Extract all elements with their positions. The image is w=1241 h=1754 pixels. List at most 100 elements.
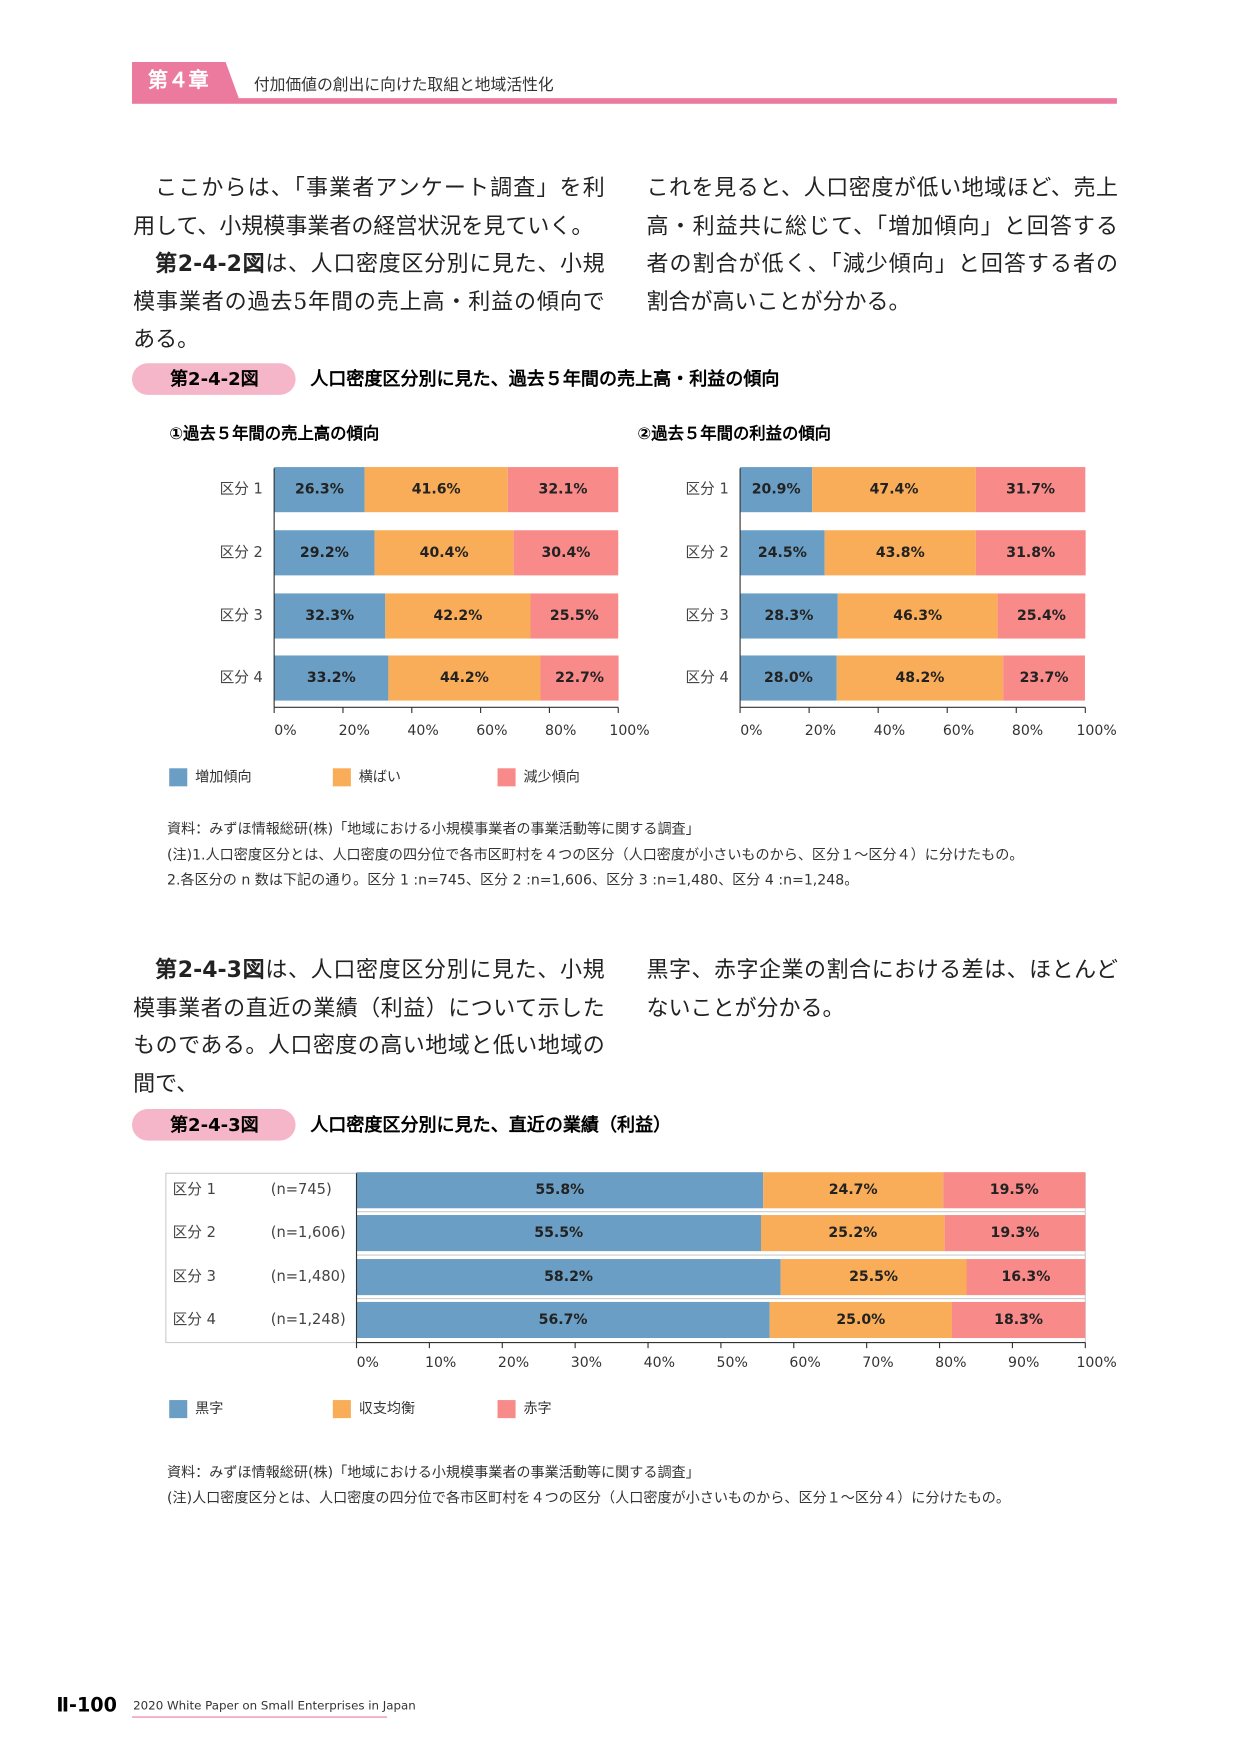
category-label: 区分 4 xyxy=(220,669,263,686)
paragraph-text: ここからは、「事業者アンケート調査」を利用して、小規模事業者の経営状況を見ていく… xyxy=(133,174,605,239)
category-label: 区分 1 xyxy=(220,481,263,498)
category-label: 区分 3 xyxy=(220,607,263,624)
bar-segment xyxy=(760,1215,945,1252)
paragraph: 黒字、赤字企業の割合における差は、ほとんどないことが分かる。 xyxy=(646,951,1118,1027)
note: 資料：みずほ情報総研(株)「地域における小規模事業者の事業活動等に関する調査」 xyxy=(166,1463,700,1481)
text-column: 黒字、赤字企業の割合における差は、ほとんどないことが分かる。 xyxy=(646,951,1118,1027)
bar-segment xyxy=(274,467,365,513)
data-label: 24.5% xyxy=(758,545,807,561)
bar-segment xyxy=(274,655,389,701)
bar-segment xyxy=(951,1301,1086,1339)
bar-segment xyxy=(780,1259,967,1296)
paragraph: 第2-4-3図は、人口密度区分別に見た、小規模事業者の直近の業績（利益）について… xyxy=(133,951,605,1102)
data-label: 25.4% xyxy=(1017,608,1066,624)
figure-title: 人口密度区分別に見た、直近の業績（利益） xyxy=(310,1114,671,1136)
data-label: 25.5% xyxy=(550,608,599,624)
data-label: 18.3% xyxy=(994,1312,1043,1328)
bar-segment xyxy=(975,530,1086,576)
n-label: (n=745) xyxy=(271,1181,332,1198)
bar-segment xyxy=(364,467,508,513)
category-label: 区分 2 xyxy=(173,1224,216,1241)
data-label: 28.3% xyxy=(764,608,813,624)
publication: 2020 White Paper on Small Enterprises in… xyxy=(133,1698,416,1712)
figure-ref: 第2-4-2図 xyxy=(155,250,266,277)
x-tick-label: 100% xyxy=(1076,723,1116,739)
x-tick-label: 10% xyxy=(425,1355,456,1371)
header-rule xyxy=(131,98,1117,104)
data-label: 24.7% xyxy=(829,1182,878,1198)
paragraph: これを見ると、人口密度が低い地域ほど、売上高・利益共に総じて、「増加傾向」と回答… xyxy=(646,169,1118,320)
bar-segment xyxy=(812,467,976,513)
bar-segment xyxy=(274,593,386,639)
x-tick-label: 20% xyxy=(805,723,836,739)
bar-segment xyxy=(944,1215,1086,1252)
bar-segment xyxy=(356,1215,761,1252)
category-label: 区分 4 xyxy=(686,669,729,686)
x-tick-label: 20% xyxy=(498,1355,529,1371)
bar-segment xyxy=(740,593,838,639)
data-label: 19.3% xyxy=(991,1225,1040,1241)
data-label: 25.2% xyxy=(828,1225,877,1241)
text-column: これを見ると、人口密度が低い地域ほど、売上高・利益共に総じて、「増加傾向」と回答… xyxy=(646,169,1118,320)
x-tick-label: 40% xyxy=(874,723,905,739)
data-label: 55.5% xyxy=(534,1225,583,1241)
bar-segment xyxy=(385,593,531,639)
x-tick-label: 60% xyxy=(789,1355,820,1371)
bar-segment xyxy=(530,593,619,639)
legend-label: 収支均衡 xyxy=(359,1401,415,1417)
paragraph-text: は、人口密度区分別に見た、小規模事業者の過去5年間の売上高・利益の傾向である。 xyxy=(133,250,605,352)
x-tick-label: 80% xyxy=(545,723,576,739)
notes: 資料：みずほ情報総研(株)「地域における小規模事業者の事業活動等に関する調査」 … xyxy=(167,817,1024,893)
chapter: 第４章 xyxy=(148,68,209,92)
bar-segment xyxy=(513,530,619,576)
data-label: 41.6% xyxy=(412,482,461,498)
bar-segment xyxy=(975,467,1086,513)
category-label: 区分 2 xyxy=(686,544,729,561)
bar-segment xyxy=(356,1259,781,1296)
paragraph: 第2-4-2図は、人口密度区分別に見た、小規模事業者の過去5年間の売上高・利益の… xyxy=(133,245,605,358)
bar-segment xyxy=(740,530,825,576)
data-label: 28.0% xyxy=(764,670,813,686)
bar-segment xyxy=(997,593,1086,639)
data-label: 32.1% xyxy=(539,482,588,498)
legend-label: 横ばい xyxy=(359,769,401,785)
paragraph-text: は、人口密度区分別に見た、小規模事業者の直近の業績（利益）について示したものであ… xyxy=(133,956,605,1097)
category-label: 区分 4 xyxy=(173,1311,216,1328)
bar-segment xyxy=(1003,655,1085,701)
bar-segment xyxy=(388,655,541,701)
legend-swatch xyxy=(332,768,351,787)
bar-segment xyxy=(966,1259,1086,1296)
data-label: 25.5% xyxy=(849,1269,898,1285)
bar-segment xyxy=(507,467,619,513)
data-label: 30.4% xyxy=(541,545,590,561)
bar-segment xyxy=(769,1301,952,1339)
data-label: 46.3% xyxy=(893,608,942,624)
data-label: 19.5% xyxy=(990,1182,1039,1198)
data-label: 32.3% xyxy=(305,608,354,624)
figure-ref: 第2-4-3図 xyxy=(155,956,266,983)
data-label: 40.4% xyxy=(420,545,469,561)
bar-segment xyxy=(740,655,837,701)
x-tick-label: 80% xyxy=(1012,723,1043,739)
bar-segment xyxy=(836,655,1004,701)
data-label: 16.3% xyxy=(1001,1269,1050,1285)
figure-label-pill xyxy=(131,363,296,395)
x-tick-label: 60% xyxy=(476,723,507,739)
x-tick-label: 100% xyxy=(1076,1355,1116,1371)
bar-segment xyxy=(374,530,514,576)
figure-label: 第2-4-2図 xyxy=(170,368,259,390)
category-label: 区分 3 xyxy=(173,1268,216,1285)
bar-segment xyxy=(740,467,813,513)
data-label: 33.2% xyxy=(307,670,356,686)
x-tick-label: 20% xyxy=(339,723,370,739)
chapter-tab xyxy=(131,62,240,100)
note: (注)人口密度区分とは、人口密度の四分位で各市区町村を４つの区分（人口密度が小さ… xyxy=(166,1488,1011,1506)
figure-label: 第2-4-3図 xyxy=(170,1114,259,1136)
bar-segment xyxy=(943,1172,1086,1209)
data-label: 55.8% xyxy=(535,1182,584,1198)
figure-title: 人口密度区分別に見た、過去５年間の売上高・利益の傾向 xyxy=(310,368,779,390)
category-label: 区分 3 xyxy=(686,607,729,624)
data-label: 29.2% xyxy=(300,545,349,561)
